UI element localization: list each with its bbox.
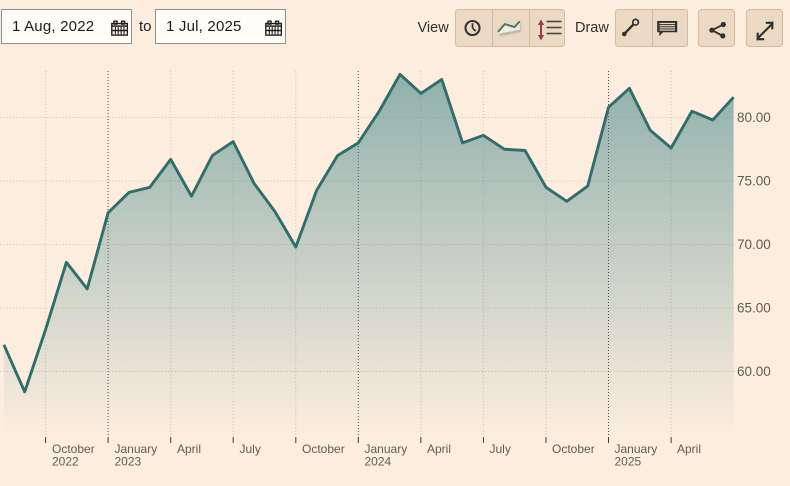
svg-text:60.00: 60.00 (737, 364, 771, 379)
svg-text:October: October (302, 442, 345, 456)
svg-text:July: July (490, 442, 511, 456)
svg-text:2025: 2025 (615, 455, 642, 469)
svg-text:75.00: 75.00 (737, 174, 771, 189)
svg-text:July: July (240, 442, 261, 456)
svg-text:2024: 2024 (365, 455, 392, 469)
svg-text:2023: 2023 (115, 455, 142, 469)
svg-text:January: January (365, 442, 408, 456)
svg-text:October: October (52, 442, 95, 456)
svg-text:April: April (427, 442, 451, 456)
svg-text:65.00: 65.00 (737, 301, 771, 316)
svg-text:April: April (177, 442, 201, 456)
svg-text:January: January (615, 442, 658, 456)
svg-text:2022: 2022 (52, 455, 79, 469)
svg-text:April: April (677, 442, 701, 456)
svg-text:80.00: 80.00 (737, 110, 771, 125)
svg-text:October: October (552, 442, 595, 456)
svg-text:70.00: 70.00 (737, 237, 771, 252)
svg-text:January: January (115, 442, 158, 456)
